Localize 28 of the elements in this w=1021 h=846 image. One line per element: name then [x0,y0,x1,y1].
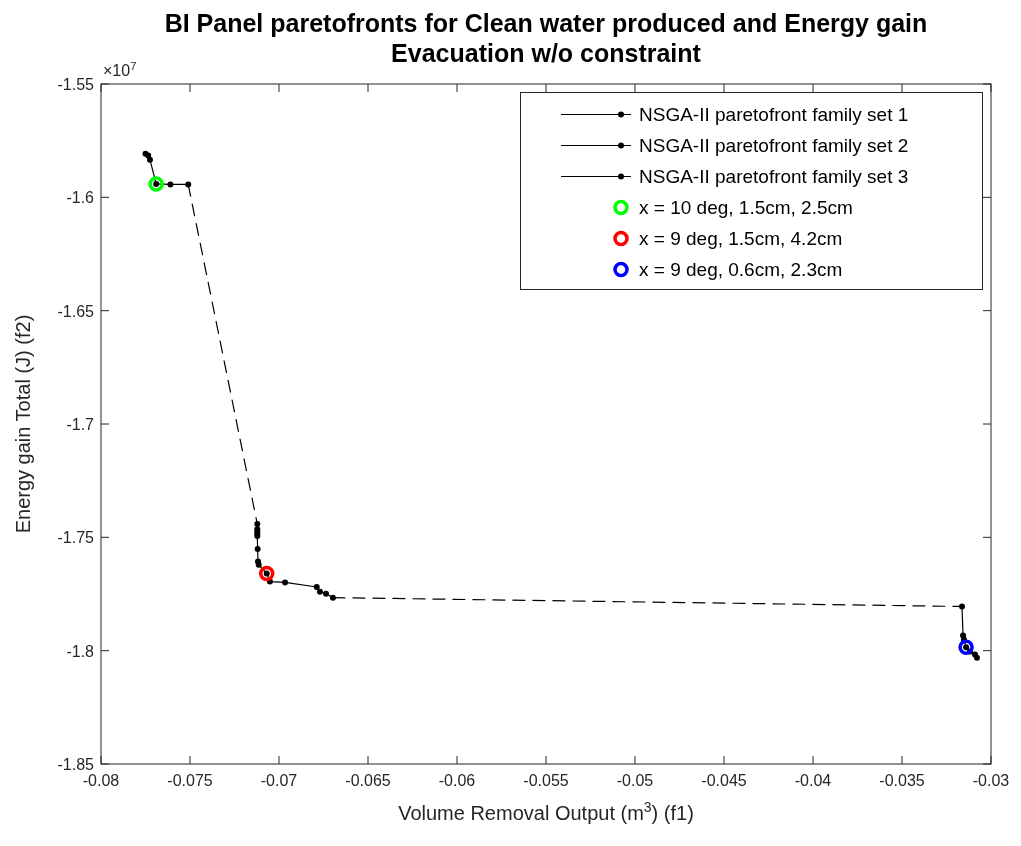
y-tick-label: -1.65 [57,302,95,320]
x-tick-label: -0.04 [794,772,832,789]
legend-label: x = 9 deg, 0.6cm, 2.3cm [639,258,843,281]
y-tick-label: -1.75 [57,529,95,547]
x-tick-label: -0.075 [167,772,213,789]
x-tick-label: -0.03 [972,772,1010,789]
y-tick-label: -1.85 [57,756,95,773]
x-tick-label: -0.045 [701,772,747,789]
x-tick-label: -0.065 [345,772,391,789]
y-tick-label: -1.8 [66,642,95,660]
x-tick-label: -0.07 [260,772,298,789]
legend-label: x = 10 deg, 1.5cm, 2.5cm [639,196,853,219]
y-tick-label: -1.6 [66,189,95,207]
x-tick-label: -0.05 [616,772,654,789]
x-tick-label: -0.055 [523,772,569,789]
x-tick-label: -0.08 [82,772,120,789]
y-tick-label: -1.55 [57,76,95,93]
legend-label: NSGA-II paretofront family set 1 [639,103,909,126]
legend-label: x = 9 deg, 1.5cm, 4.2cm [639,227,843,250]
y-axis-title: Energy gain Total (J) (f2) [12,314,34,534]
text: ×10$^{7}$ [103,60,137,79]
legend-label: NSGA-II paretofront family set 2 [639,134,909,157]
x-tick-label: -0.035 [879,772,925,789]
legend-label: NSGA-II paretofront family set 3 [639,165,909,188]
chart-title: BI Panel paretofronts for Clean water produced and Energy gain Evacuation w/o constraint [164,9,928,67]
x-tick-label: -0.06 [438,772,476,789]
x-axis-title: Volume Removal Output (m$^{3}$) (f1) [398,799,694,824]
y-tick-label: -1.7 [66,416,95,433]
